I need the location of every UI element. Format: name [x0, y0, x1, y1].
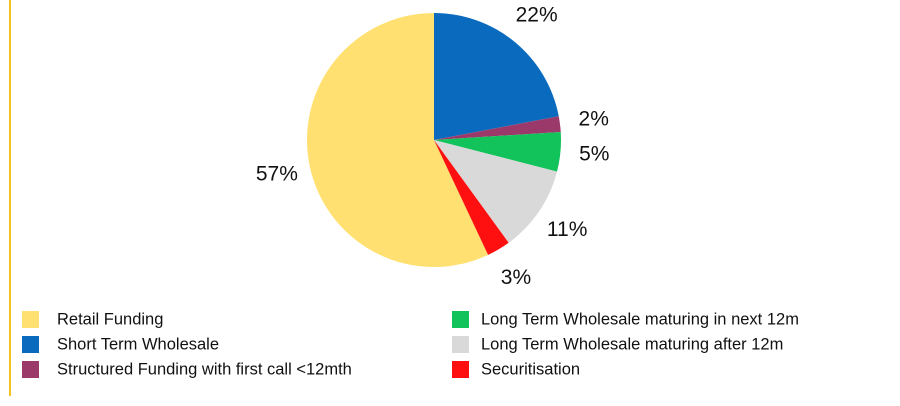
value-label: 22% — [516, 3, 558, 26]
pie-slice — [434, 140, 558, 243]
legend-label: Long Term Wholesale maturing in next 12m — [481, 310, 799, 328]
legend-label: Long Term Wholesale maturing after 12m — [481, 335, 783, 353]
legend-swatch — [22, 361, 39, 378]
value-label: 3% — [501, 266, 531, 289]
value-label: 5% — [579, 143, 609, 166]
legend-swatch — [452, 336, 469, 353]
pie-slice — [307, 13, 489, 267]
legend-swatch — [22, 336, 39, 353]
value-label: 11% — [547, 218, 587, 241]
pie-slice — [434, 13, 559, 140]
value-label: 2% — [579, 107, 609, 130]
legend-swatch — [22, 311, 39, 328]
legend-swatch — [452, 311, 469, 328]
legend-label: Structured Funding with first call <12mt… — [57, 360, 352, 378]
value-label: 57% — [256, 163, 298, 186]
pie-slice — [434, 116, 561, 140]
pie-slice — [434, 140, 509, 255]
legend-label: Securitisation — [481, 360, 580, 378]
legend-swatch — [452, 361, 469, 378]
legend-label: Retail Funding — [57, 310, 163, 328]
legend-label: Short Term Wholesale — [57, 335, 219, 353]
pie-slice — [434, 132, 562, 172]
